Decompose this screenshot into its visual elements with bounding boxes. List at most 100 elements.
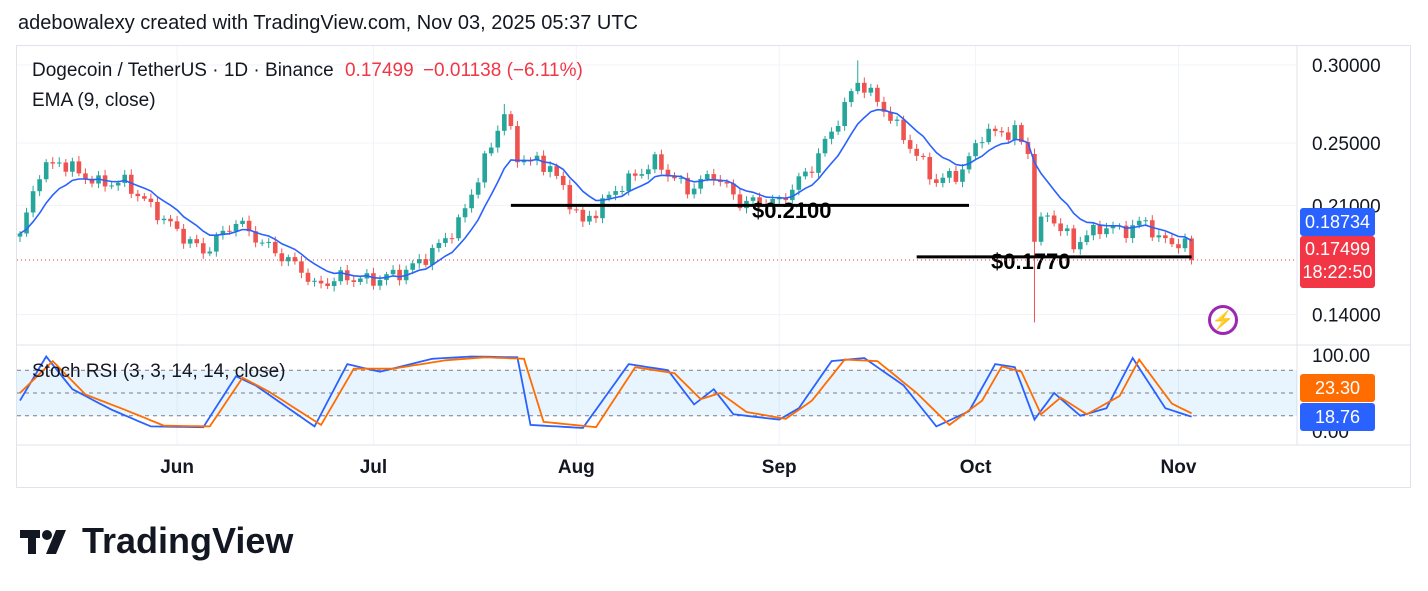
candle-body	[587, 215, 592, 222]
candle-body	[731, 183, 736, 195]
candle-body	[338, 270, 344, 282]
candle-body	[1123, 225, 1129, 239]
candle-body	[318, 280, 324, 284]
candle-body	[1071, 228, 1077, 250]
candle-body	[1143, 220, 1149, 222]
candle-body	[508, 114, 514, 127]
price-axis-label: 0.14000	[1312, 306, 1381, 327]
candle-body	[214, 235, 219, 252]
candlesticks	[17, 60, 1194, 323]
candle-body	[613, 191, 618, 195]
candle-body	[377, 280, 383, 286]
candle-body	[737, 194, 743, 209]
candle-body	[142, 196, 147, 199]
candle-body	[783, 198, 789, 201]
candle-body	[848, 91, 854, 103]
candle-body	[776, 198, 782, 200]
candle-body	[934, 179, 939, 183]
candle-body	[1182, 238, 1188, 249]
time-axis-label-sep: Sep	[762, 457, 797, 478]
candle-body	[128, 174, 134, 194]
candle-body	[947, 171, 952, 178]
candle-body	[790, 189, 795, 201]
candle-body	[115, 182, 121, 186]
candle-body	[17, 233, 23, 237]
candle-body	[305, 272, 311, 282]
candle-body	[580, 209, 586, 222]
candle-body	[541, 155, 546, 172]
flash-alert-icon[interactable]: ⚡	[1208, 305, 1238, 335]
candle-body	[181, 228, 186, 244]
chart-frame	[16, 45, 1411, 488]
ema-legend: EMA (9, close)	[32, 90, 156, 111]
candle-body	[253, 231, 258, 243]
candle-body	[593, 215, 599, 219]
candle-body	[1051, 215, 1057, 224]
candle-body	[37, 179, 42, 192]
candle-body	[430, 247, 435, 265]
candle-body	[456, 217, 461, 239]
candle-body	[992, 128, 998, 132]
candle-body	[881, 101, 887, 112]
candle-body	[1091, 224, 1096, 236]
tradingview-logo: TradingView	[20, 520, 293, 562]
candle-body	[207, 251, 213, 254]
candle-body	[200, 243, 206, 254]
candle-body	[436, 242, 442, 248]
symbol-legend: Dogecoin / TetherUS · 1D · Binance 0.174…	[32, 60, 583, 82]
candle-body	[678, 177, 684, 179]
stoch-d-line	[19, 356, 1192, 429]
candle-body	[122, 174, 128, 183]
candle-body	[1045, 215, 1050, 217]
candle-body	[43, 162, 49, 180]
candle-body	[1012, 125, 1018, 140]
candle-body	[312, 280, 317, 282]
candle-body	[914, 148, 919, 156]
ema-line	[19, 108, 1192, 280]
candle-body	[646, 169, 651, 175]
candle-body	[63, 162, 69, 172]
candle-body	[724, 182, 730, 184]
candle-body	[89, 178, 95, 184]
candle-body	[626, 173, 631, 191]
candle-body	[691, 188, 697, 195]
candle-body	[233, 223, 239, 232]
candle-body	[862, 82, 867, 93]
candle-body	[567, 185, 573, 210]
candle-body	[1025, 142, 1031, 154]
candle-body	[606, 194, 612, 199]
candle-body	[286, 257, 291, 262]
candle-body	[973, 143, 978, 157]
candle-body	[220, 230, 226, 236]
stoch-d-tag: 23.30	[1300, 374, 1375, 402]
candle-body	[770, 198, 775, 207]
price-change: −0.01138 (−6.11%)	[422, 60, 583, 81]
symbol-label: Dogecoin / TetherUS · 1D · Binance	[32, 60, 334, 81]
candle-body	[534, 155, 540, 161]
bar-countdown: 18:22:50	[1302, 262, 1373, 282]
price-axis-label: 0.30000	[1312, 56, 1381, 77]
candle-body	[960, 169, 965, 182]
last-price: 0.17499	[344, 60, 414, 81]
candle-body	[907, 140, 913, 149]
candle-body	[1058, 223, 1063, 232]
candle-body	[711, 174, 717, 181]
candle-body	[24, 212, 29, 234]
candle-body	[1005, 132, 1011, 140]
candle-body	[920, 155, 926, 157]
candle-body	[449, 238, 455, 240]
candle-body	[842, 102, 847, 126]
candle-body	[632, 173, 638, 176]
candle-body	[410, 263, 415, 270]
stoch-k-tag: 18.76	[1300, 403, 1375, 431]
candle-body	[397, 269, 402, 281]
candle-body	[816, 153, 821, 173]
candle-body	[358, 278, 363, 282]
candle-body	[416, 259, 422, 264]
candle-body	[1169, 238, 1175, 245]
stoch-bands	[17, 369, 1297, 417]
time-axis-label-oct: Oct	[960, 457, 992, 478]
candle-body	[979, 142, 985, 144]
candle-body	[502, 114, 507, 131]
